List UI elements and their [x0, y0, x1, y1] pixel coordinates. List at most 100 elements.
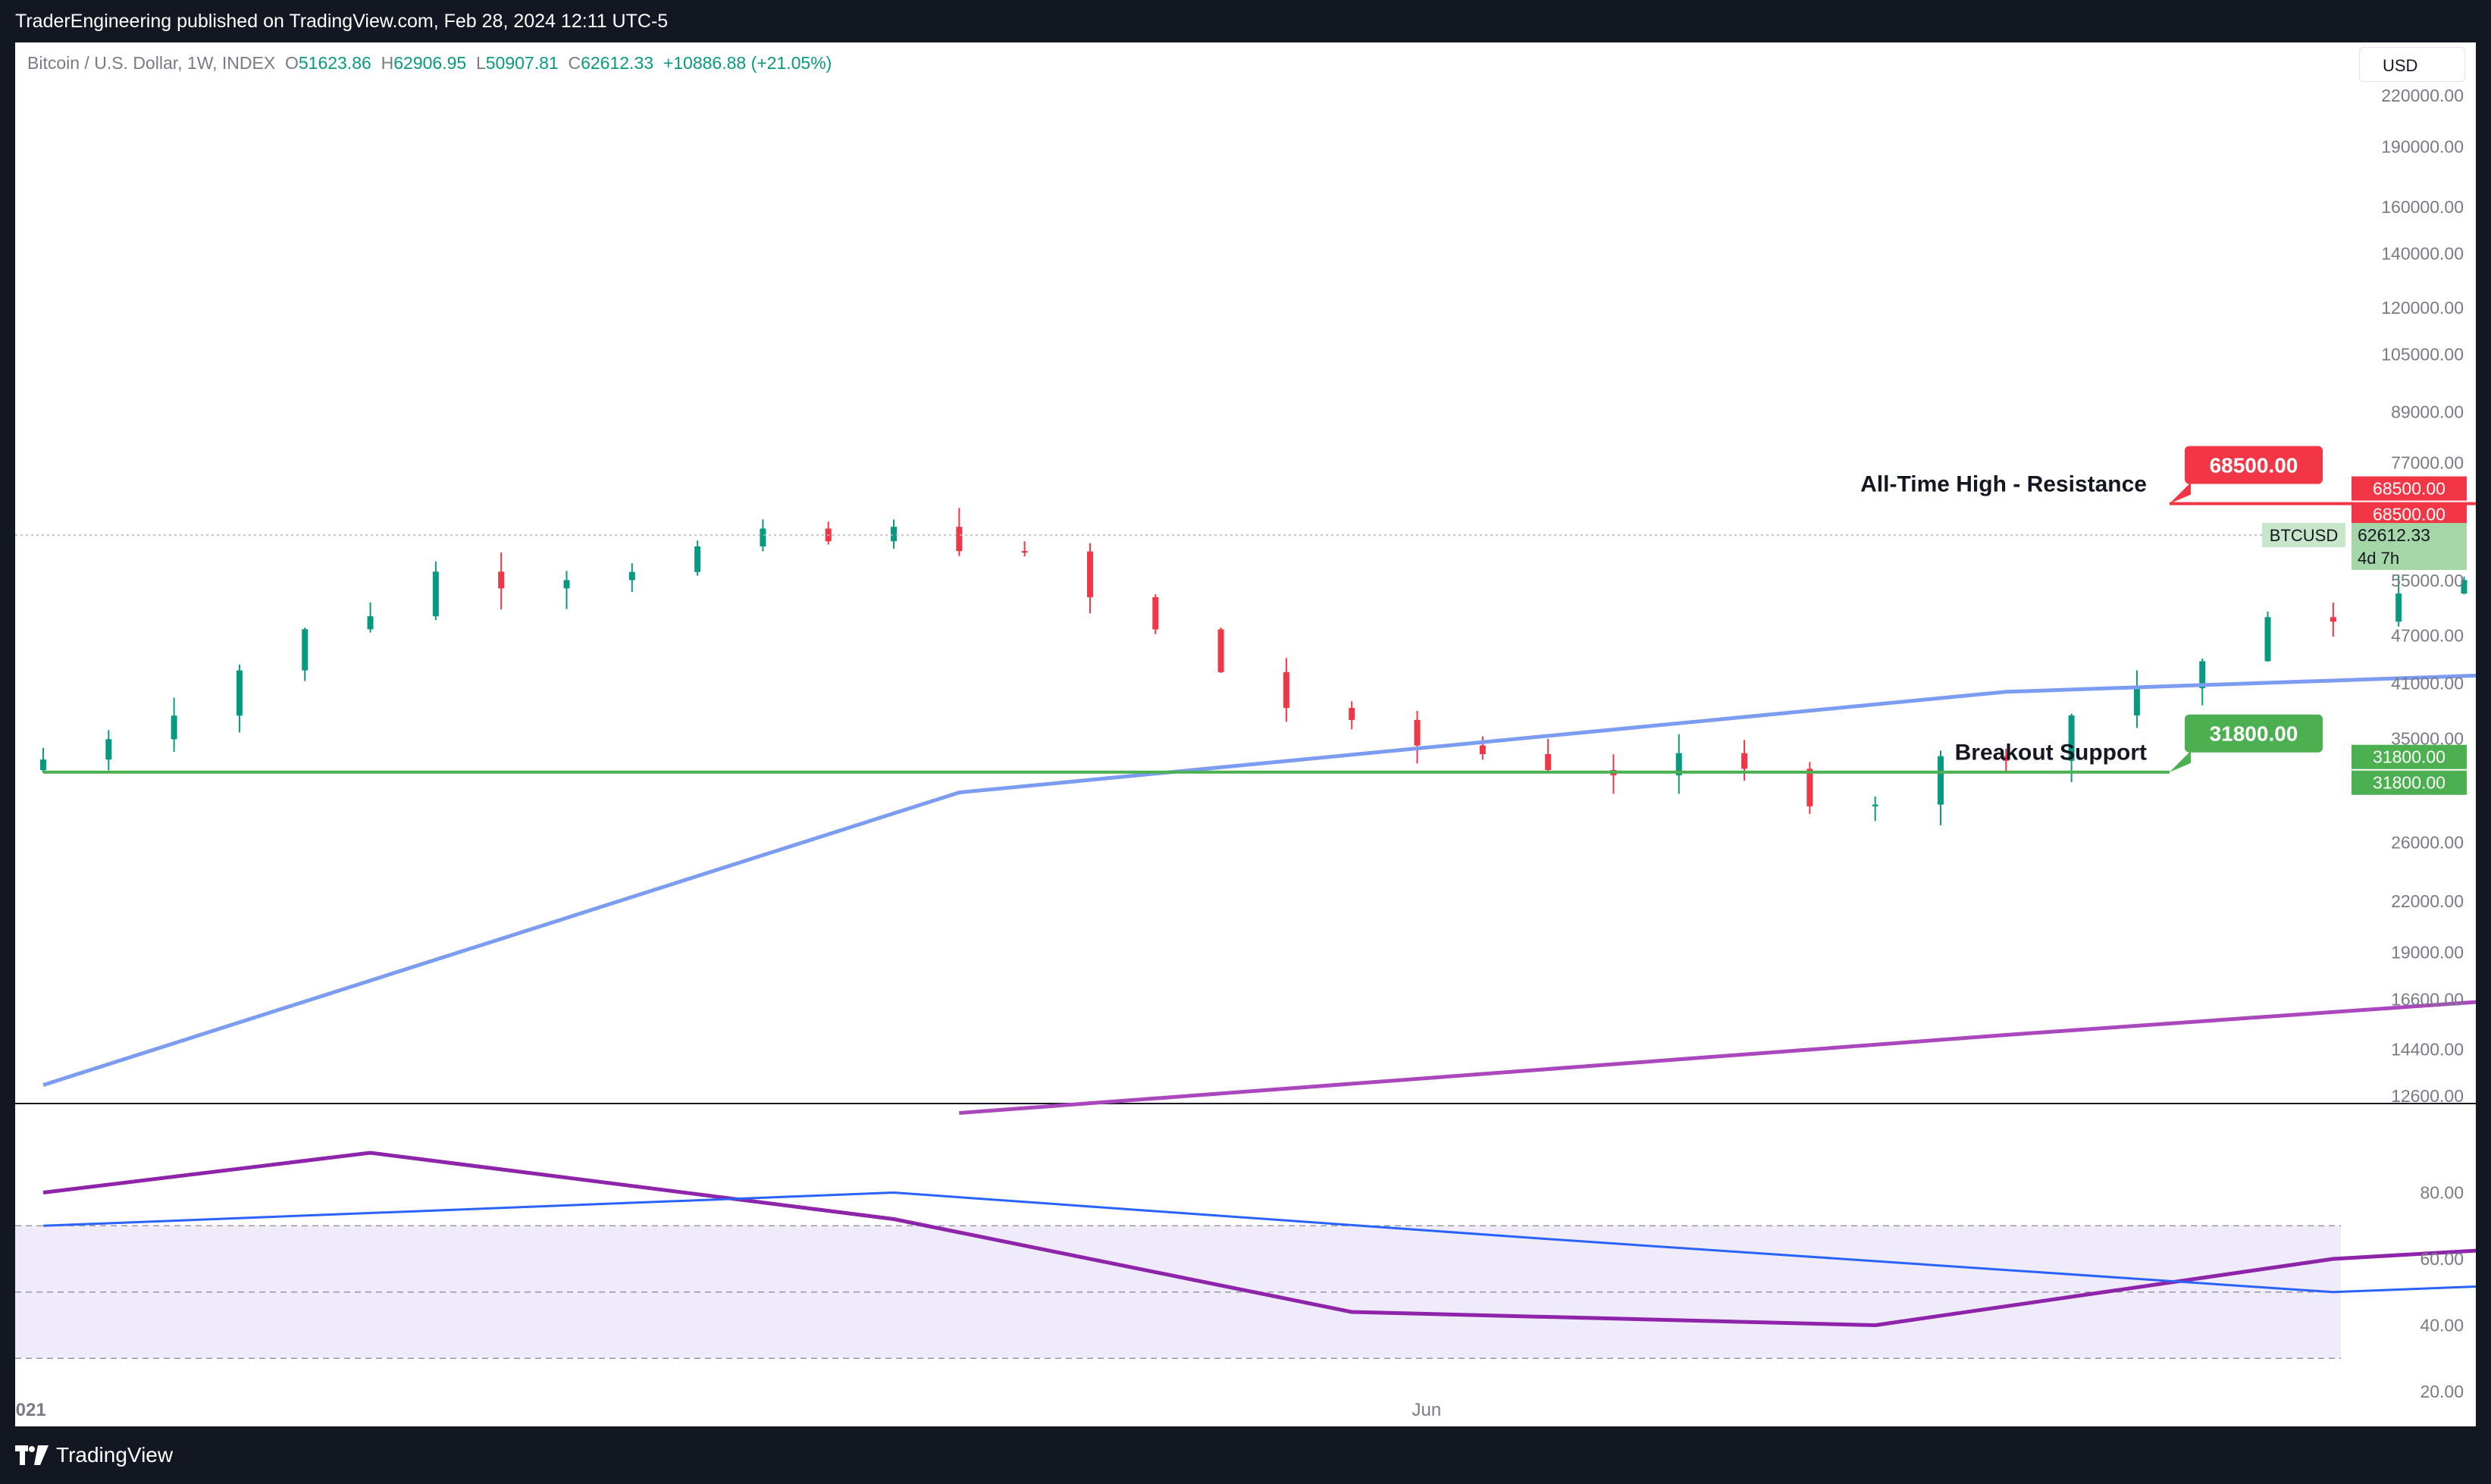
price-axis-label: 35000.00	[2391, 728, 2464, 748]
rsi-ma-line	[42, 1191, 2476, 1294]
price-axis-label: 19000.00	[2391, 942, 2464, 962]
candle-body	[891, 527, 898, 542]
publish-header: TraderEngineering published on TradingVi…	[0, 0, 2491, 42]
price-axis-label: 12600.00	[2391, 1086, 2464, 1106]
tradingview-logo: TradingView	[15, 1442, 173, 1469]
price-axis-label: 190000.00	[2381, 137, 2464, 157]
candle-body	[367, 616, 374, 630]
price-axis-label: 77000.00	[2391, 453, 2464, 473]
price-axis-tag	[2352, 744, 2467, 769]
price-axis-label: 105000.00	[2381, 344, 2464, 364]
open-value: 51623.86	[298, 53, 371, 73]
price-axis-tag-text: 68500.00	[2373, 479, 2446, 499]
candle-body	[498, 571, 505, 589]
rsi-axis-label: 80.00	[2420, 1183, 2464, 1203]
candle-body	[2199, 661, 2206, 689]
candle-body	[694, 546, 701, 572]
candle-body	[2133, 688, 2140, 715]
price-axis-label: 220000.00	[2381, 86, 2464, 105]
price-axis-tag	[2352, 770, 2467, 795]
price-axis-label: 160000.00	[2381, 197, 2464, 217]
rsi-axis-label: 60.00	[2420, 1249, 2464, 1269]
price-axis-label: 120000.00	[2381, 298, 2464, 318]
level-badge-text: 31800.00	[2210, 722, 2298, 746]
level-badge	[2185, 446, 2323, 484]
symbol-tag-text: BTCUSD	[2270, 526, 2338, 545]
time-axis-label: 2021	[15, 1400, 46, 1420]
price-axis-tag-text: 68500.00	[2373, 505, 2446, 524]
candle-body	[432, 571, 439, 617]
candle-body	[2003, 756, 2010, 761]
level-label: Breakout Support	[1955, 740, 2147, 765]
footer-bar: TradingView	[0, 1426, 2491, 1484]
level-badge-pointer	[2170, 482, 2191, 504]
last-price-tag	[2352, 523, 2467, 571]
footer-brand: TradingView	[56, 1443, 174, 1467]
candle-body	[2068, 715, 2075, 761]
price-axis-tag-text: 31800.00	[2373, 773, 2446, 793]
symbol-name: Bitcoin / U.S. Dollar, 1W, INDEX	[27, 53, 276, 73]
high-value: 62906.95	[393, 53, 467, 73]
price-axis-label: 22000.00	[2391, 891, 2464, 911]
sma50-line	[42, 673, 2476, 1087]
sma200-line	[959, 1000, 2476, 1115]
bar-countdown: 4d 7h	[2358, 549, 2399, 568]
level-badge	[2185, 714, 2323, 753]
price-axis-label: 14400.00	[2391, 1039, 2464, 1059]
symbol-tag	[2262, 523, 2345, 548]
symbol-legend: Bitcoin / U.S. Dollar, 1W, INDEX O51623.…	[27, 53, 832, 74]
price-axis-label: 47000.00	[2391, 625, 2464, 645]
candle-body	[1479, 745, 1486, 754]
price-axis-label: 26000.00	[2391, 833, 2464, 853]
candle-body	[39, 759, 46, 771]
candle-body	[171, 715, 177, 740]
close-value: 62612.33	[581, 53, 654, 73]
candle-body	[1152, 596, 1159, 630]
candle-body	[2395, 593, 2402, 622]
price-axis-label: 140000.00	[2381, 244, 2464, 264]
candle-body	[1806, 769, 1813, 806]
chart-canvas[interactable]: All-Time High - Resistance 68500.00 68500.…	[15, 42, 2476, 1426]
candle-body	[2461, 580, 2468, 594]
rsi-axis-label: 20.00	[2420, 1382, 2464, 1401]
level-badge-pointer	[2170, 750, 2191, 772]
candle-body	[563, 580, 570, 589]
candle-body	[1217, 629, 1224, 672]
candle-body	[956, 527, 963, 552]
candle-body	[2264, 617, 2271, 662]
price-axis-label: 89000.00	[2391, 402, 2464, 422]
level-label: All-Time High - Resistance	[1860, 472, 2147, 497]
candle-body	[1414, 719, 1421, 746]
rsi-line	[42, 1151, 2476, 1327]
time-axis-label: Jun	[1412, 1400, 1441, 1420]
candle-body	[1741, 753, 1748, 769]
candle-body	[2330, 617, 2336, 622]
currency-button[interactable]: USD	[2359, 47, 2465, 82]
tradingview-logo-icon	[15, 1445, 49, 1465]
candles-group	[39, 508, 2468, 825]
candle-body	[628, 571, 635, 581]
candle-body	[1675, 753, 1682, 775]
price-axis-tag	[2352, 502, 2467, 527]
price-axis-label: 55000.00	[2391, 571, 2464, 590]
chart-area[interactable]: All-Time High - Resistance 68500.00 68500.…	[15, 42, 2476, 1426]
candle-body	[105, 739, 112, 760]
candle-body	[1349, 708, 1355, 720]
candle-body	[1545, 753, 1552, 770]
candle-body	[302, 629, 309, 671]
level-badge-text: 68500.00	[2210, 454, 2298, 477]
candle-body	[1086, 551, 1093, 597]
last-price-value: 62612.33	[2358, 525, 2430, 545]
publisher-credit: TraderEngineering published on TradingVi…	[15, 11, 669, 32]
price-axis-label: 16600.00	[2391, 990, 2464, 1010]
high-label: H	[381, 53, 394, 73]
change-value: +10886.88 (+21.05%)	[663, 53, 832, 73]
low-value: 50907.81	[485, 53, 559, 73]
price-axis-label: 41000.00	[2391, 673, 2464, 693]
candle-body	[1021, 551, 1028, 553]
price-axis-tag	[2352, 476, 2467, 501]
candle-body	[236, 670, 243, 716]
close-label: C	[568, 53, 581, 73]
rsi-axis-label: 40.00	[2420, 1316, 2464, 1335]
candle-body	[760, 528, 766, 546]
